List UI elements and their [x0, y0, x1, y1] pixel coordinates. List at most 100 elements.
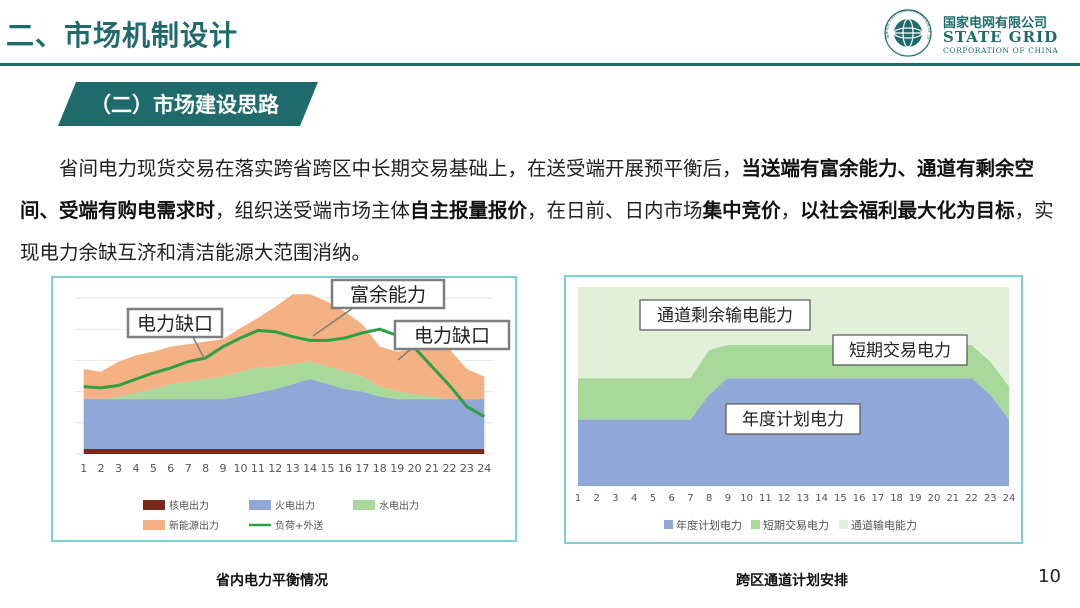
nuclear-area [83, 449, 485, 454]
x-tick-label: 17 [871, 493, 884, 504]
legend-renewable: 新能源出力 [169, 519, 219, 532]
annotation-surplus-box [330, 278, 446, 310]
x-tick-label: 15 [321, 462, 335, 475]
section-banner [58, 82, 318, 126]
legend-hydro-swatch [353, 500, 375, 510]
x-tick-label: 3 [612, 493, 618, 504]
legend-annual-plan: 年度计划电力 [676, 518, 742, 532]
x-tick-label: 16 [853, 493, 866, 504]
globe-icon: 国家电网 STATE GRID CORPORATION OF CHINA [880, 8, 932, 57]
x-tick-label: 22 [965, 493, 978, 504]
x-tick-label: 13 [286, 462, 300, 475]
chart-provincial-balance: 1 2 3 4 5 6 7 8 9 10 11 12 13 14 15 16 17 18 19 20 21 22 23 24 电… [51, 276, 517, 542]
x-tick-label: 15 [834, 493, 847, 504]
x-tick-label: 11 [251, 462, 265, 475]
renewable-area [83, 294, 485, 400]
x-tick-label: 10 [740, 493, 753, 504]
annotation-shortage-2-box [393, 319, 511, 351]
para-text-1: 省间电力现货交易在落实跨省跨区中长期交易基础上，在送受端开展预平衡后， [59, 157, 742, 180]
legend-nuclear-swatch [143, 500, 165, 510]
para-bold-1: 当送端有富余能力、通道有剩余空间、受端有购电需求时 [20, 157, 1035, 222]
x-tick-label: 10 [233, 462, 247, 475]
para-text-2: ，组织送受端市场主体 [215, 199, 411, 222]
x-tick-label: 13 [797, 493, 810, 504]
x-tick-label: 14 [303, 462, 317, 475]
x-tick-label: 4 [132, 462, 139, 475]
legend-channel-capacity: 通道输电能力 [851, 518, 917, 532]
x-tick-label: 14 [815, 493, 828, 504]
x-tick-label: 18 [890, 493, 903, 504]
x-tick-label: 5 [650, 493, 656, 504]
x-tick-label: 21 [946, 493, 959, 504]
annotation-shortage-1: 电力缺口 [137, 313, 213, 335]
para-bold-2: 自主报量报价 [410, 199, 528, 222]
x-tick-label: 9 [725, 493, 731, 504]
annotation-annual-plan: 年度计划电力 [742, 410, 844, 430]
logo-text-chinese: 国家电网有限公司 [943, 16, 1048, 31]
x-tick-label: 6 [669, 493, 675, 504]
para-text-3: ，在日前、日内市场 [527, 199, 703, 222]
legend-nuclear: 核电出力 [169, 499, 209, 512]
logo-text-english: STATE GRID [943, 28, 1059, 46]
annotation-annual-plan-box [725, 403, 861, 435]
legend-thermal: 火电出力 [275, 499, 315, 512]
para-bold-3: 集中竞价 [702, 199, 781, 222]
section-title: （二）市场建设思路 [90, 93, 279, 117]
legend-thermal-swatch [249, 500, 271, 510]
legend-channel-capacity-swatch [839, 520, 848, 529]
company-logo: 国家电网 STATE GRID CORPORATION OF CHINA 国家电… [880, 8, 1076, 58]
x-tick-label: 19 [909, 493, 922, 504]
page-number: 10 [1038, 566, 1061, 587]
x-tick-label: 19 [390, 462, 404, 475]
logo-text-corporation: CORPORATION OF CHINA [943, 46, 1059, 55]
para-text-4: ， [780, 199, 801, 222]
x-tick-label: 17 [355, 462, 369, 475]
x-tick-label: 20 [408, 462, 422, 475]
x-tick-label: 16 [338, 462, 352, 475]
x-tick-label: 2 [98, 462, 105, 475]
x-tick-label: 24 [1003, 493, 1016, 504]
load-line [83, 327, 486, 418]
x-tick-label: 18 [373, 462, 387, 475]
body-paragraph: 省间电力现货交易在落实跨省跨区中长期交易基础上，在送受端开展预平衡后，当送端有富… [20, 148, 1065, 274]
legend-short-term-swatch [751, 520, 760, 529]
provincial-balance-svg: 1 2 3 4 5 6 7 8 9 10 11 12 13 14 15 16 17 18 19 20 21 22 23 24电… [75, 278, 511, 532]
annotation-surplus: 富余能力 [350, 284, 426, 306]
x-tick-label: 4 [631, 493, 637, 504]
x-tick-label: 8 [706, 493, 712, 504]
caption-right: 跨区通道计划安排 [736, 573, 848, 589]
page-title: 二、市场机制设计 [6, 19, 239, 52]
title-rule [0, 63, 1080, 66]
x-tick-label: 8 [202, 462, 209, 475]
x-tick-label: 6 [167, 462, 174, 475]
x-tick-label: 7 [185, 462, 192, 475]
x-tick-label: 1 [80, 462, 87, 475]
annotation-short-term: 短期交易电力 [849, 341, 951, 361]
annotation-shortage-1-pointer [192, 336, 206, 361]
legend-renewable-swatch [143, 520, 165, 530]
thermal-area [83, 379, 485, 450]
x-tick-label: 24 [477, 462, 491, 475]
legend-short-term: 短期交易电力 [763, 518, 829, 532]
annotation-short-term-box [832, 334, 968, 366]
x-tick-label: 1 [575, 493, 581, 504]
x-tick-label: 22 [442, 462, 456, 475]
legend-hydro: 水电出力 [379, 499, 419, 512]
x-tick-label: 3 [115, 462, 122, 475]
caption-left: 省内电力平衡情况 [216, 573, 328, 589]
legend-annual-plan-swatch [664, 520, 673, 529]
para-text-5: ，实现电力余缺互济和清洁能源大范围消纳。 [20, 199, 1054, 264]
x-tick-label: 5 [150, 462, 157, 475]
x-tick-label: 12 [778, 493, 791, 504]
para-bold-4: 以社会福利最大化为目标 [800, 199, 1015, 222]
x-tick-label: 9 [220, 462, 227, 475]
x-tick-label: 23 [984, 493, 997, 504]
x-tick-label: 7 [687, 493, 693, 504]
x-tick-label: 21 [425, 462, 439, 475]
hydro-area [83, 361, 485, 400]
annotation-surplus-pointer [312, 307, 354, 337]
chart-channel-plan: 1 2 3 4 5 6 7 8 9 10 11 12 13 14 15 16 17 18 19 20 21 22 23 24 通… [564, 275, 1023, 544]
x-tick-label: 23 [460, 462, 474, 475]
annotation-channel-remaining: 通道剩余输电能力 [657, 306, 793, 326]
x-tick-label: 2 [594, 493, 600, 504]
